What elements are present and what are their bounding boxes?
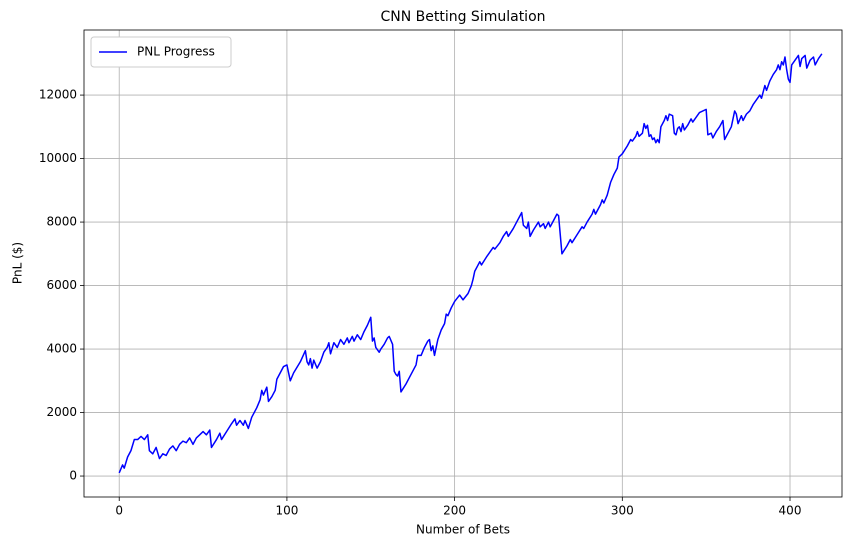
y-tick-label: 2000 <box>46 405 77 419</box>
x-axis-label: Number of Bets <box>416 523 510 537</box>
chart-title: CNN Betting Simulation <box>380 9 545 25</box>
y-tick-label: 10000 <box>39 151 77 165</box>
x-tick-label: 200 <box>443 504 466 518</box>
x-tick-label: 300 <box>611 504 634 518</box>
y-axis-label: PnL ($) <box>11 242 25 284</box>
y-tick-label: 6000 <box>46 278 77 292</box>
legend-box <box>90 36 232 68</box>
axes-frame <box>83 29 843 498</box>
y-tick-label: 0 <box>69 469 77 483</box>
y-tick-label: 8000 <box>46 215 77 229</box>
y-tick-label: 12000 <box>39 88 77 102</box>
x-tick-label: 400 <box>779 504 802 518</box>
x-tick-label: 100 <box>275 504 298 518</box>
legend-label: PNL Progress <box>137 45 215 59</box>
data-line <box>118 53 823 474</box>
x-tick-label: 0 <box>115 504 123 518</box>
y-tick-label: 4000 <box>46 342 77 356</box>
